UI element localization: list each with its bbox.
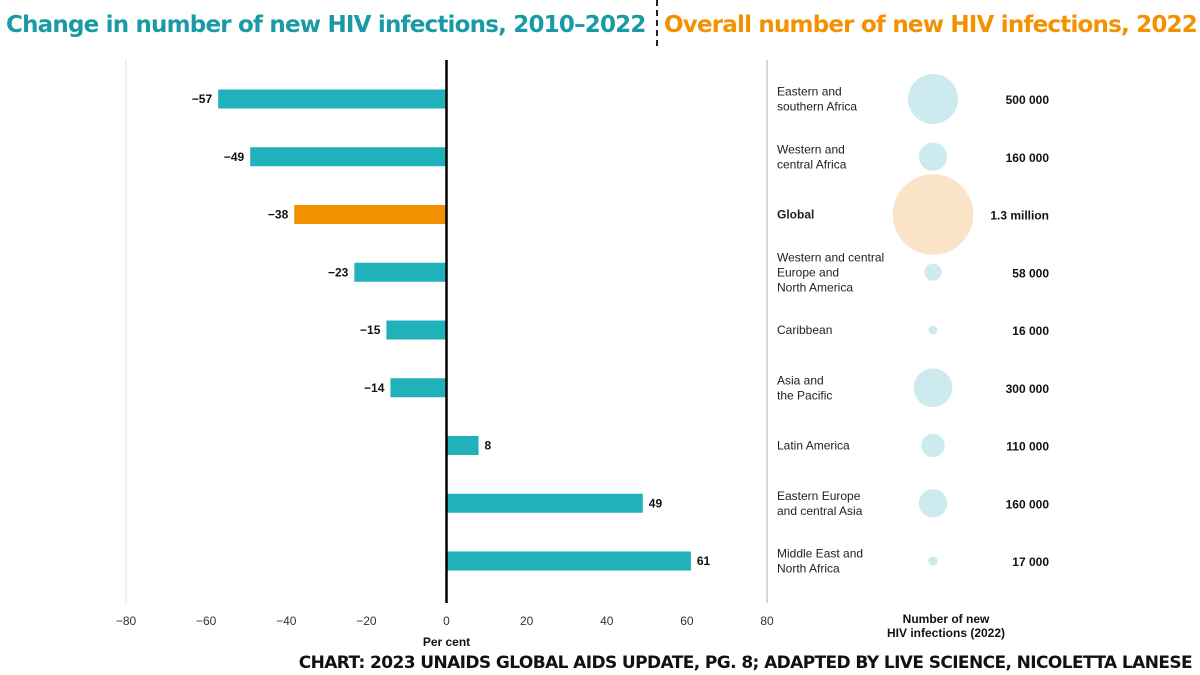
bubble: [928, 556, 938, 566]
bubble: [918, 142, 948, 171]
bubble-value-label: 17 000: [1012, 555, 1049, 569]
bubble-value-label: 160 000: [1006, 497, 1050, 511]
bar-chart-title: Change in number of new HIV infections, …: [6, 12, 646, 38]
region-label: Global: [777, 208, 814, 222]
bubble-value-label: 160 000: [1006, 151, 1050, 165]
bar: [354, 262, 447, 282]
bubble-value-label: 300 000: [1006, 382, 1050, 396]
x-tick-label: −60: [196, 614, 217, 628]
bar-value-label: −57: [192, 92, 213, 106]
bar-value-label: 61: [697, 554, 711, 568]
bubble: [918, 489, 948, 518]
region-label: Western and: [777, 142, 845, 156]
region-label: Europe and: [777, 265, 839, 279]
region-label: North America: [777, 280, 853, 294]
bubble-value-label: 58 000: [1012, 266, 1049, 280]
bar: [294, 205, 447, 224]
region-label: Western and central: [777, 250, 884, 264]
region-label: Asia and: [777, 373, 824, 387]
region-label: Latin America: [777, 439, 850, 453]
x-tick-label: 60: [680, 614, 694, 628]
region-label: Caribbean: [777, 323, 832, 337]
bubble: [908, 74, 958, 124]
source-credit: CHART: 2023 UNAIDS GLOBAL AIDS UPDATE, P…: [298, 653, 1193, 673]
bubble-chart-title: Overall number of new HIV infections, 20…: [664, 12, 1198, 38]
bar: [446, 493, 643, 513]
bubble: [928, 325, 938, 335]
bar-value-label: −23: [328, 265, 349, 279]
bubble-value-label: 500 000: [1006, 93, 1050, 107]
bubble-value-label: 1.3 million: [990, 209, 1049, 223]
bar-value-label: −38: [268, 208, 289, 222]
x-tick-label: −80: [116, 614, 137, 628]
bar: [446, 551, 691, 571]
bar: [390, 378, 447, 398]
bubble: [921, 433, 945, 458]
bubble: [913, 368, 953, 408]
bar: [218, 89, 447, 109]
x-tick-label: 20: [520, 614, 534, 628]
x-tick-label: 80: [760, 614, 774, 628]
bubble-axis-label: Number of new: [903, 612, 990, 626]
region-label: the Pacific: [777, 388, 832, 402]
bar: [446, 436, 479, 455]
region-label: North Africa: [777, 562, 840, 576]
bar: [386, 320, 447, 340]
x-axis-label: Per cent: [423, 635, 470, 649]
bar-value-label: 8: [485, 439, 492, 453]
bar-value-label: −15: [360, 323, 381, 337]
region-label: Eastern Europe: [777, 489, 861, 503]
bubble-axis-label: HIV infections (2022): [887, 626, 1005, 640]
bubble-value-label: 16 000: [1012, 324, 1049, 338]
bar-value-label: 49: [649, 496, 663, 510]
region-label: Eastern and: [777, 85, 842, 99]
region-label: central Africa: [777, 157, 847, 171]
bubble: [924, 263, 942, 281]
region-label: Middle East and: [777, 547, 863, 561]
x-tick-label: 40: [600, 614, 614, 628]
region-label: southern Africa: [777, 100, 857, 114]
bar-value-label: −14: [364, 381, 385, 395]
region-label: and central Asia: [777, 504, 863, 518]
bar-value-label: −49: [224, 150, 245, 164]
x-tick-label: −40: [276, 614, 297, 628]
title-divider: [656, 0, 658, 46]
x-tick-label: 0: [443, 614, 450, 628]
bubble: [892, 174, 974, 255]
x-tick-label: −20: [356, 614, 377, 628]
bubble-value-label: 110 000: [1006, 440, 1049, 454]
bar: [250, 147, 447, 167]
